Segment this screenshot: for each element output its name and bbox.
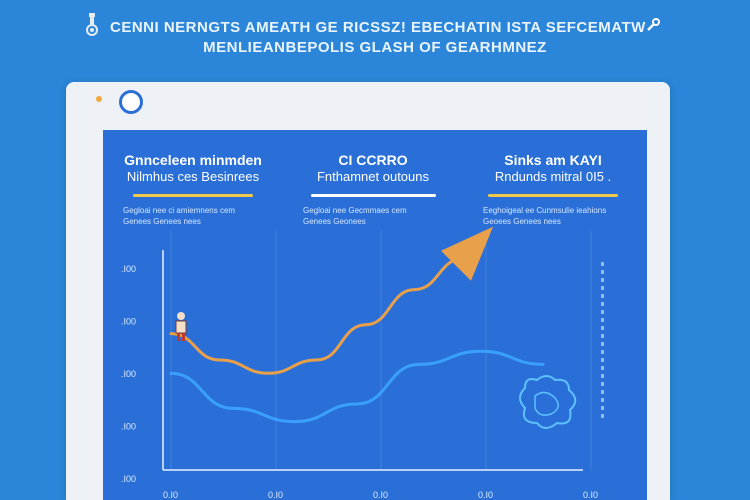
ruler-mark xyxy=(601,270,604,274)
x-tick-label: 0.I0 xyxy=(373,490,388,500)
metric-bar xyxy=(488,193,618,197)
x-tick-label: 0.I0 xyxy=(478,490,493,500)
metric-title: Sinks am KAYI xyxy=(504,152,602,168)
metric-card: CI CCRRO Fnthamnet outouns Gegloai nee G… xyxy=(293,152,453,227)
orange-series-line xyxy=(169,257,465,375)
person-icon xyxy=(175,312,187,341)
metric-detail: Geoees Genees nees xyxy=(483,216,561,226)
blue-series-line xyxy=(169,349,545,424)
ruler-mark xyxy=(601,358,604,362)
y-tick-label: .I00 xyxy=(121,369,136,379)
metric-subtitle: Nilmhus ces Besinrees xyxy=(126,168,260,184)
metric-detail: Genees Geonees xyxy=(303,216,366,226)
y-tick-label: .I00 xyxy=(121,474,136,484)
ruler-mark xyxy=(601,326,604,330)
ruler-mark xyxy=(601,294,604,298)
metric-bar xyxy=(133,193,253,197)
window-indicator-dot xyxy=(96,96,102,102)
y-tick-label: .I00 xyxy=(121,422,136,432)
ruler-mark xyxy=(601,302,604,306)
ruler-mark xyxy=(601,318,604,322)
line-chart: .I00.I00.I00.I00.I00 0.I0 0.I0 0.I0 0.I0 0.I… xyxy=(121,226,604,500)
page-headline: CENNI NERNGTS AMEATH GE RICSSZ! EBECHATI… xyxy=(110,18,646,57)
gear-cloud-icon xyxy=(519,375,577,429)
ruler-mark xyxy=(601,310,604,314)
metric-title: Gnnceleen minmden xyxy=(124,152,262,168)
y-tick-label: .I00 xyxy=(121,264,136,274)
metric-card: Gnnceleen minmden Nilmhus ces Besinrees … xyxy=(113,152,273,227)
app-window: Gnnceleen minmden Nilmhus ces Besinrees … xyxy=(66,82,670,500)
ruler-mark xyxy=(601,414,604,418)
ruler-mark xyxy=(601,350,604,354)
metric-title: CI CCRRO xyxy=(338,152,408,168)
ruler-mark xyxy=(601,390,604,394)
metric-detail: Gegloai nee Gecmmaes cem xyxy=(303,205,407,215)
ruler-mark xyxy=(601,382,604,386)
chart-series xyxy=(169,226,545,424)
microphone-icon xyxy=(86,13,98,36)
x-tick-label: 0.I0 xyxy=(163,490,178,500)
ruler-mark xyxy=(601,374,604,378)
ruler-mark xyxy=(601,278,604,282)
record-button[interactable] xyxy=(119,90,143,114)
x-tick-label: 0.I0 xyxy=(583,490,598,500)
ruler-mark xyxy=(601,334,604,338)
ruler-mark xyxy=(601,406,604,410)
y-axis-ticks: .I00 .I00 .I00 .I00 .I00 xyxy=(121,264,136,484)
headline-line-1: CENNI NERNGTS AMEATH GE RICSSZ! EBECHATI… xyxy=(110,19,646,36)
metric-card: Sinks am KAYI Rndunds mitral 0I5 . Eegho… xyxy=(473,152,633,227)
ruler-mark xyxy=(601,366,604,370)
metric-detail: Gegloai nee ci amiemnens cem xyxy=(123,205,236,215)
ruler-mark xyxy=(601,342,604,346)
x-tick-label: 0.I0 xyxy=(268,490,283,500)
metric-subtitle: Fnthamnet outouns xyxy=(316,168,430,184)
dashboard-panel: Gnnceleen minmden Nilmhus ces Besinrees … xyxy=(103,130,647,500)
metric-bar xyxy=(310,193,436,197)
ruler-mark xyxy=(601,398,604,402)
trend-arrowhead xyxy=(441,226,493,281)
metric-detail: Eeghoigeal ee Cunmsulie ieahions xyxy=(483,205,607,215)
ruler-mark xyxy=(601,286,604,290)
ruler-mark xyxy=(601,262,604,266)
metric-detail: Genees Genees nees xyxy=(123,216,201,226)
chart-grid xyxy=(162,230,604,471)
x-axis-ticks: 0.I0 0.I0 0.I0 0.I0 0.I0 xyxy=(163,490,598,500)
y-tick-label: .I00 xyxy=(121,317,136,327)
metric-subtitle: Rndunds mitral 0I5 . xyxy=(494,168,612,184)
headline-line-2: MENLIEANBEPOLIS GLASH OF GEARHMNEZ xyxy=(203,38,547,56)
wrench-icon xyxy=(647,18,660,31)
